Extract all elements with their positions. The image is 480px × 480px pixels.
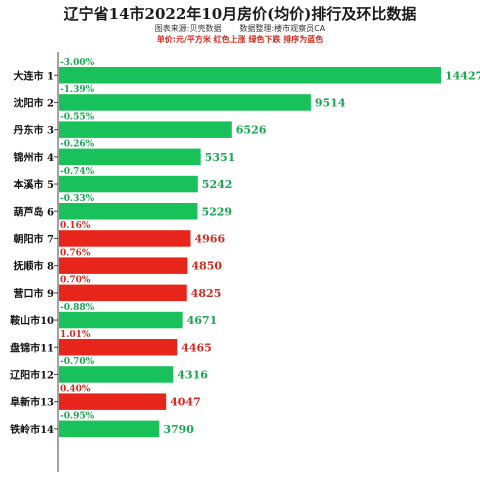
change-label: 0.70%: [60, 276, 91, 286]
bar: [59, 393, 167, 410]
bar: [59, 339, 178, 356]
value-label: 5242: [202, 178, 233, 191]
bar: [59, 366, 174, 383]
organizer-label: 数据整理:楼市观察员CA: [239, 24, 326, 33]
bar: [59, 230, 191, 247]
value-label: 5229: [201, 205, 232, 218]
category-label: 辽阳市12: [10, 368, 54, 381]
bar: [59, 121, 232, 138]
change-label: -0.70%: [60, 357, 95, 367]
bar: [59, 284, 187, 302]
bar: [59, 148, 201, 166]
bar: [59, 311, 183, 329]
category-label: 朝阳市 7: [14, 232, 54, 245]
change-label: 0.40%: [60, 384, 91, 394]
change-label: -0.55%: [60, 112, 95, 122]
category-label: 盘锦市11: [10, 341, 54, 354]
change-label: -0.88%: [60, 303, 95, 313]
change-label: 0.16%: [60, 221, 91, 231]
category-label: 鞍山市10: [10, 314, 54, 327]
value-label: 6526: [236, 124, 267, 137]
bar: [59, 94, 311, 111]
category-label: 丹东市 3: [14, 124, 54, 137]
change-label: -1.39%: [60, 85, 95, 95]
bar: [59, 203, 198, 220]
change-label: -0.74%: [60, 167, 95, 177]
value-label: 4316: [177, 368, 208, 381]
category-label: 锦州市 4: [14, 151, 54, 164]
chart-title: 辽宁省14市2022年10月房价(均价)排行及环比数据: [63, 5, 417, 23]
category-label: 葫芦岛 6: [14, 205, 54, 218]
value-label: 3790: [163, 423, 194, 436]
value-label: 4047: [170, 396, 201, 409]
bar: [59, 257, 188, 274]
value-label: 4850: [191, 260, 222, 273]
value-label: 4966: [194, 232, 225, 245]
value-label: 4671: [187, 314, 218, 327]
bar: [59, 67, 441, 84]
category-label: 沈阳市 2: [14, 96, 54, 109]
change-label: -0.33%: [60, 194, 95, 204]
value-label: 14427: [445, 69, 480, 82]
chart-meta: 图表来源:贝壳数据 数据整理:楼市观察员CA: [0, 23, 480, 34]
change-label: 1.01%: [60, 330, 91, 340]
bar: [59, 420, 160, 438]
category-label: 阜新市13: [10, 396, 54, 409]
value-label: 4465: [181, 341, 212, 354]
category-label: 大连市 1: [14, 69, 54, 82]
source-label: 图表来源:贝壳数据: [154, 24, 222, 33]
category-label: 营口市 9: [14, 287, 54, 300]
change-label: -0.26%: [60, 140, 95, 150]
bar: [59, 175, 198, 193]
change-label: 0.76%: [60, 248, 91, 258]
category-label: 本溪市 5: [14, 178, 54, 191]
change-label: -3.00%: [60, 58, 95, 68]
category-label: 铁岭市14: [10, 423, 54, 436]
chart-note: 单价:元/平方米 红色上涨 绿色下跌 排序为蓝色: [156, 35, 324, 44]
category-label: 抚顺市 8: [14, 260, 54, 273]
value-label: 5351: [205, 151, 236, 164]
value-label: 4825: [191, 287, 222, 300]
value-label: 9514: [315, 96, 346, 109]
change-label: -0.95%: [60, 412, 95, 422]
